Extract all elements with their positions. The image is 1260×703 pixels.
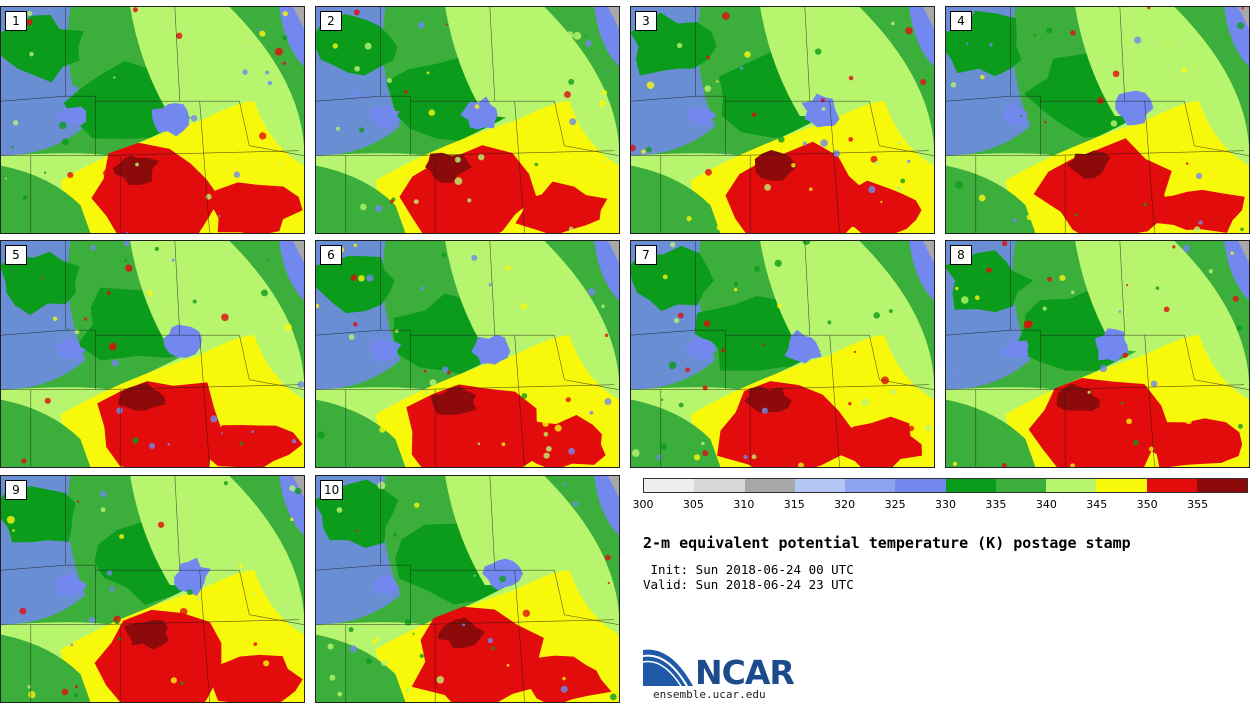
ensemble-member-panel-2: 2	[315, 6, 620, 234]
member-map	[316, 241, 619, 467]
colorbar-swatch	[1046, 479, 1097, 492]
colorbar-swatch	[1196, 479, 1247, 492]
colorbar-tick-label: 355	[1187, 498, 1209, 511]
colorbar-swatch	[694, 479, 745, 492]
member-number-label: 4	[950, 11, 972, 31]
logo-text: NCAR	[695, 653, 795, 692]
colorbar-swatch	[744, 479, 795, 492]
member-map	[631, 7, 934, 233]
ensemble-member-panel-3: 3	[630, 6, 935, 234]
colorbar-swatch	[794, 479, 845, 492]
colorbar	[643, 478, 1248, 493]
ensemble-member-panel-5: 5	[0, 240, 305, 468]
colorbar-tick-label: 350	[1136, 498, 1158, 511]
init-time: Init: Sun 2018-06-24 00 UTC	[643, 562, 854, 577]
colorbar-swatch	[1146, 479, 1197, 492]
valid-time: Valid: Sun 2018-06-24 23 UTC	[643, 577, 854, 592]
ensemble-member-panel-7: 7	[630, 240, 935, 468]
member-map	[316, 7, 619, 233]
colorbar-swatch	[644, 479, 695, 492]
member-map	[946, 241, 1249, 467]
colorbar-tick-label: 345	[1086, 498, 1108, 511]
logo-url: ensemble.ucar.edu	[653, 688, 766, 701]
colorbar-swatch	[1096, 479, 1147, 492]
ensemble-member-panel-1: 1	[0, 6, 305, 234]
member-number-label: 10	[320, 480, 344, 500]
ensemble-member-panel-8: 8	[945, 240, 1250, 468]
colorbar-tick-label: 330	[935, 498, 956, 511]
colorbar-tick-label: 305	[682, 498, 704, 511]
colorbar-tick-label: 335	[985, 498, 1007, 511]
member-number-label: 3	[635, 11, 657, 31]
ensemble-member-panel-9: 9	[0, 475, 305, 703]
member-number-label: 1	[5, 11, 27, 31]
colorbar-tick-label: 310	[733, 498, 755, 511]
colorbar-swatch	[995, 479, 1046, 492]
ensemble-member-panel-6: 6	[315, 240, 620, 468]
ensemble-member-panel-4: 4	[945, 6, 1250, 234]
colorbar-swatch	[845, 479, 896, 492]
ensemble-member-panel-10: 10	[315, 475, 620, 703]
colorbar-tick-label: 325	[884, 498, 906, 511]
member-number-label: 5	[5, 245, 27, 265]
member-number-label: 2	[320, 11, 342, 31]
member-map	[1, 7, 304, 233]
member-number-label: 6	[320, 245, 342, 265]
member-map	[631, 241, 934, 467]
colorbar-tick-label: 300	[632, 498, 654, 511]
figure-title: 2-m equivalent potential temperature (K)…	[643, 534, 1131, 552]
member-number-label: 9	[5, 480, 27, 500]
colorbar-swatch	[895, 479, 946, 492]
member-map	[1, 476, 304, 702]
colorbar-swatch	[945, 479, 996, 492]
member-map	[316, 476, 619, 702]
colorbar-tick-label: 315	[783, 498, 805, 511]
ncar-logo-icon	[643, 649, 693, 687]
member-number-label: 7	[635, 245, 657, 265]
colorbar-tick-label: 320	[834, 498, 856, 511]
colorbar-tick-label: 340	[1035, 498, 1057, 511]
member-number-label: 8	[950, 245, 972, 265]
member-map	[1, 241, 304, 467]
colorbar-ticks: 300 305 310 315 320 325 330 335 340 345 350 355	[633, 498, 1248, 514]
member-map	[946, 7, 1249, 233]
